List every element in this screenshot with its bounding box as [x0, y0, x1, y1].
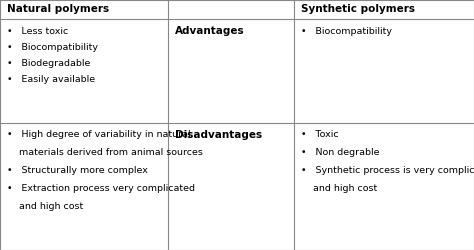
Text: •   Structurally more complex: • Structurally more complex	[7, 166, 148, 175]
Text: •   Easily available: • Easily available	[7, 75, 95, 84]
Text: •   Non degrable: • Non degrable	[301, 148, 380, 157]
Text: Natural polymers: Natural polymers	[7, 4, 109, 15]
Text: •   Less toxic: • Less toxic	[7, 26, 68, 36]
Text: •   Biocompatibility: • Biocompatibility	[7, 43, 98, 52]
Text: Synthetic polymers: Synthetic polymers	[301, 4, 415, 15]
Text: Advantages: Advantages	[175, 26, 245, 36]
Text: •   Toxic: • Toxic	[301, 130, 338, 139]
Text: Disadvantages: Disadvantages	[175, 130, 263, 140]
Text: and high cost: and high cost	[7, 202, 83, 211]
Text: •   High degree of variability in natural: • High degree of variability in natural	[7, 130, 191, 139]
Text: and high cost: and high cost	[301, 184, 377, 193]
Text: materials derived from animal sources: materials derived from animal sources	[7, 148, 203, 157]
Text: •   Biodegradable: • Biodegradable	[7, 59, 91, 68]
Text: •   Extraction process very complicated: • Extraction process very complicated	[7, 184, 195, 193]
Text: •   Synthetic process is very complicated: • Synthetic process is very complicated	[301, 166, 474, 175]
Text: •   Biocompatibility: • Biocompatibility	[301, 26, 392, 36]
